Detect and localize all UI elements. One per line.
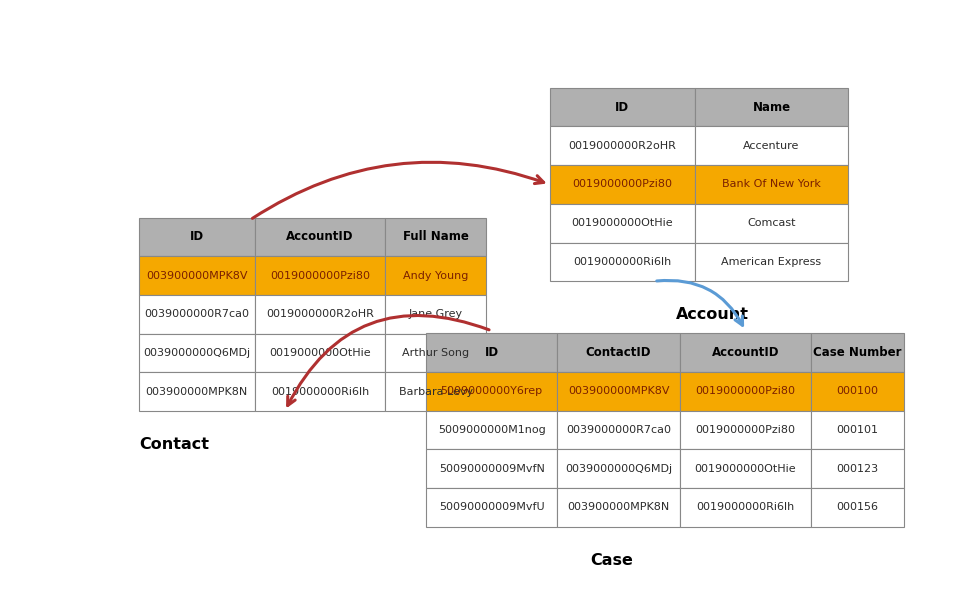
- Bar: [680, 333, 811, 372]
- Text: 0039000000Q6MDj: 0039000000Q6MDj: [565, 463, 672, 474]
- Bar: [139, 256, 254, 295]
- Text: ID: ID: [615, 101, 630, 113]
- Bar: [139, 372, 254, 411]
- Text: 5009000000Y6rep: 5009000000Y6rep: [441, 386, 543, 396]
- Bar: [254, 372, 385, 411]
- Text: Bank Of New York: Bank Of New York: [722, 180, 821, 189]
- Bar: [550, 165, 695, 204]
- Bar: [811, 372, 904, 411]
- Bar: [427, 333, 557, 372]
- Text: Comcast: Comcast: [747, 218, 795, 228]
- Text: 0039000000R7ca0: 0039000000R7ca0: [144, 310, 249, 319]
- Bar: [139, 333, 254, 372]
- Bar: [811, 449, 904, 488]
- Bar: [254, 218, 385, 256]
- Text: AccountID: AccountID: [286, 230, 353, 243]
- Text: Name: Name: [752, 101, 791, 113]
- Bar: [550, 204, 695, 243]
- Bar: [139, 218, 254, 256]
- Bar: [680, 488, 811, 527]
- Text: 0039000000R7ca0: 0039000000R7ca0: [566, 425, 671, 435]
- Bar: [811, 333, 904, 372]
- Bar: [254, 333, 385, 372]
- Text: 0019000000OtHie: 0019000000OtHie: [571, 218, 673, 228]
- Text: 0019000000Pzi80: 0019000000Pzi80: [270, 270, 370, 281]
- Text: 5009000000M1nog: 5009000000M1nog: [438, 425, 546, 435]
- Text: 0019000000Ri6lh: 0019000000Ri6lh: [573, 257, 671, 267]
- Bar: [385, 218, 486, 256]
- Bar: [557, 333, 680, 372]
- Bar: [811, 411, 904, 449]
- Bar: [550, 126, 695, 165]
- Text: Accenture: Accenture: [743, 141, 799, 151]
- Text: 0019000000OtHie: 0019000000OtHie: [270, 348, 371, 358]
- Bar: [811, 488, 904, 527]
- Text: 003900000MPK8N: 003900000MPK8N: [145, 387, 248, 397]
- Text: 0039000000Q6MDj: 0039000000Q6MDj: [143, 348, 250, 358]
- Text: Andy Young: Andy Young: [403, 270, 468, 281]
- Text: 000123: 000123: [836, 463, 878, 474]
- Text: American Express: American Express: [721, 257, 821, 267]
- Text: 0019000000R2oHR: 0019000000R2oHR: [568, 141, 676, 151]
- Bar: [427, 411, 557, 449]
- Bar: [385, 295, 486, 333]
- Text: Jane Grey: Jane Grey: [408, 310, 463, 319]
- Bar: [695, 165, 848, 204]
- Bar: [695, 204, 848, 243]
- Text: 0019000000R2oHR: 0019000000R2oHR: [266, 310, 374, 319]
- Text: ID: ID: [484, 346, 499, 359]
- Text: 0019000000Ri6lh: 0019000000Ri6lh: [696, 502, 794, 512]
- Text: ContactID: ContactID: [586, 346, 651, 359]
- Text: Case: Case: [590, 553, 634, 568]
- Text: ID: ID: [190, 230, 204, 243]
- Text: 003900000MPK8V: 003900000MPK8V: [568, 386, 669, 396]
- Bar: [557, 449, 680, 488]
- Text: 003900000MPK8V: 003900000MPK8V: [146, 270, 247, 281]
- Text: 000100: 000100: [837, 386, 878, 396]
- Bar: [427, 372, 557, 411]
- Text: AccountID: AccountID: [712, 346, 779, 359]
- Bar: [427, 488, 557, 527]
- Bar: [550, 243, 695, 281]
- Bar: [680, 411, 811, 449]
- Bar: [385, 372, 486, 411]
- Bar: [427, 449, 557, 488]
- Text: 003900000MPK8N: 003900000MPK8N: [567, 502, 669, 512]
- Text: 0019000000Pzi80: 0019000000Pzi80: [572, 180, 672, 189]
- Text: 0019000000OtHie: 0019000000OtHie: [694, 463, 796, 474]
- Text: Barbara Levy: Barbara Levy: [399, 387, 473, 397]
- Text: 50090000009MvfU: 50090000009MvfU: [439, 502, 544, 512]
- Text: 0019000000Ri6lh: 0019000000Ri6lh: [271, 387, 369, 397]
- Bar: [680, 449, 811, 488]
- Bar: [385, 256, 486, 295]
- Text: 000101: 000101: [837, 425, 878, 435]
- Bar: [695, 243, 848, 281]
- Text: Account: Account: [676, 307, 749, 322]
- Bar: [680, 372, 811, 411]
- Text: Contact: Contact: [139, 437, 209, 452]
- Text: 0019000000Pzi80: 0019000000Pzi80: [695, 386, 795, 396]
- Bar: [385, 333, 486, 372]
- Text: 0019000000Pzi80: 0019000000Pzi80: [695, 425, 795, 435]
- Bar: [557, 488, 680, 527]
- Text: Case Number: Case Number: [813, 346, 901, 359]
- Text: 50090000009MvfN: 50090000009MvfN: [439, 463, 545, 474]
- Bar: [254, 256, 385, 295]
- Bar: [557, 411, 680, 449]
- Bar: [557, 372, 680, 411]
- Bar: [695, 126, 848, 165]
- Bar: [695, 88, 848, 126]
- Bar: [139, 295, 254, 333]
- Text: Arthur Song: Arthur Song: [403, 348, 469, 358]
- Bar: [550, 88, 695, 126]
- Text: Full Name: Full Name: [403, 230, 469, 243]
- Text: 000156: 000156: [837, 502, 878, 512]
- Bar: [254, 295, 385, 333]
